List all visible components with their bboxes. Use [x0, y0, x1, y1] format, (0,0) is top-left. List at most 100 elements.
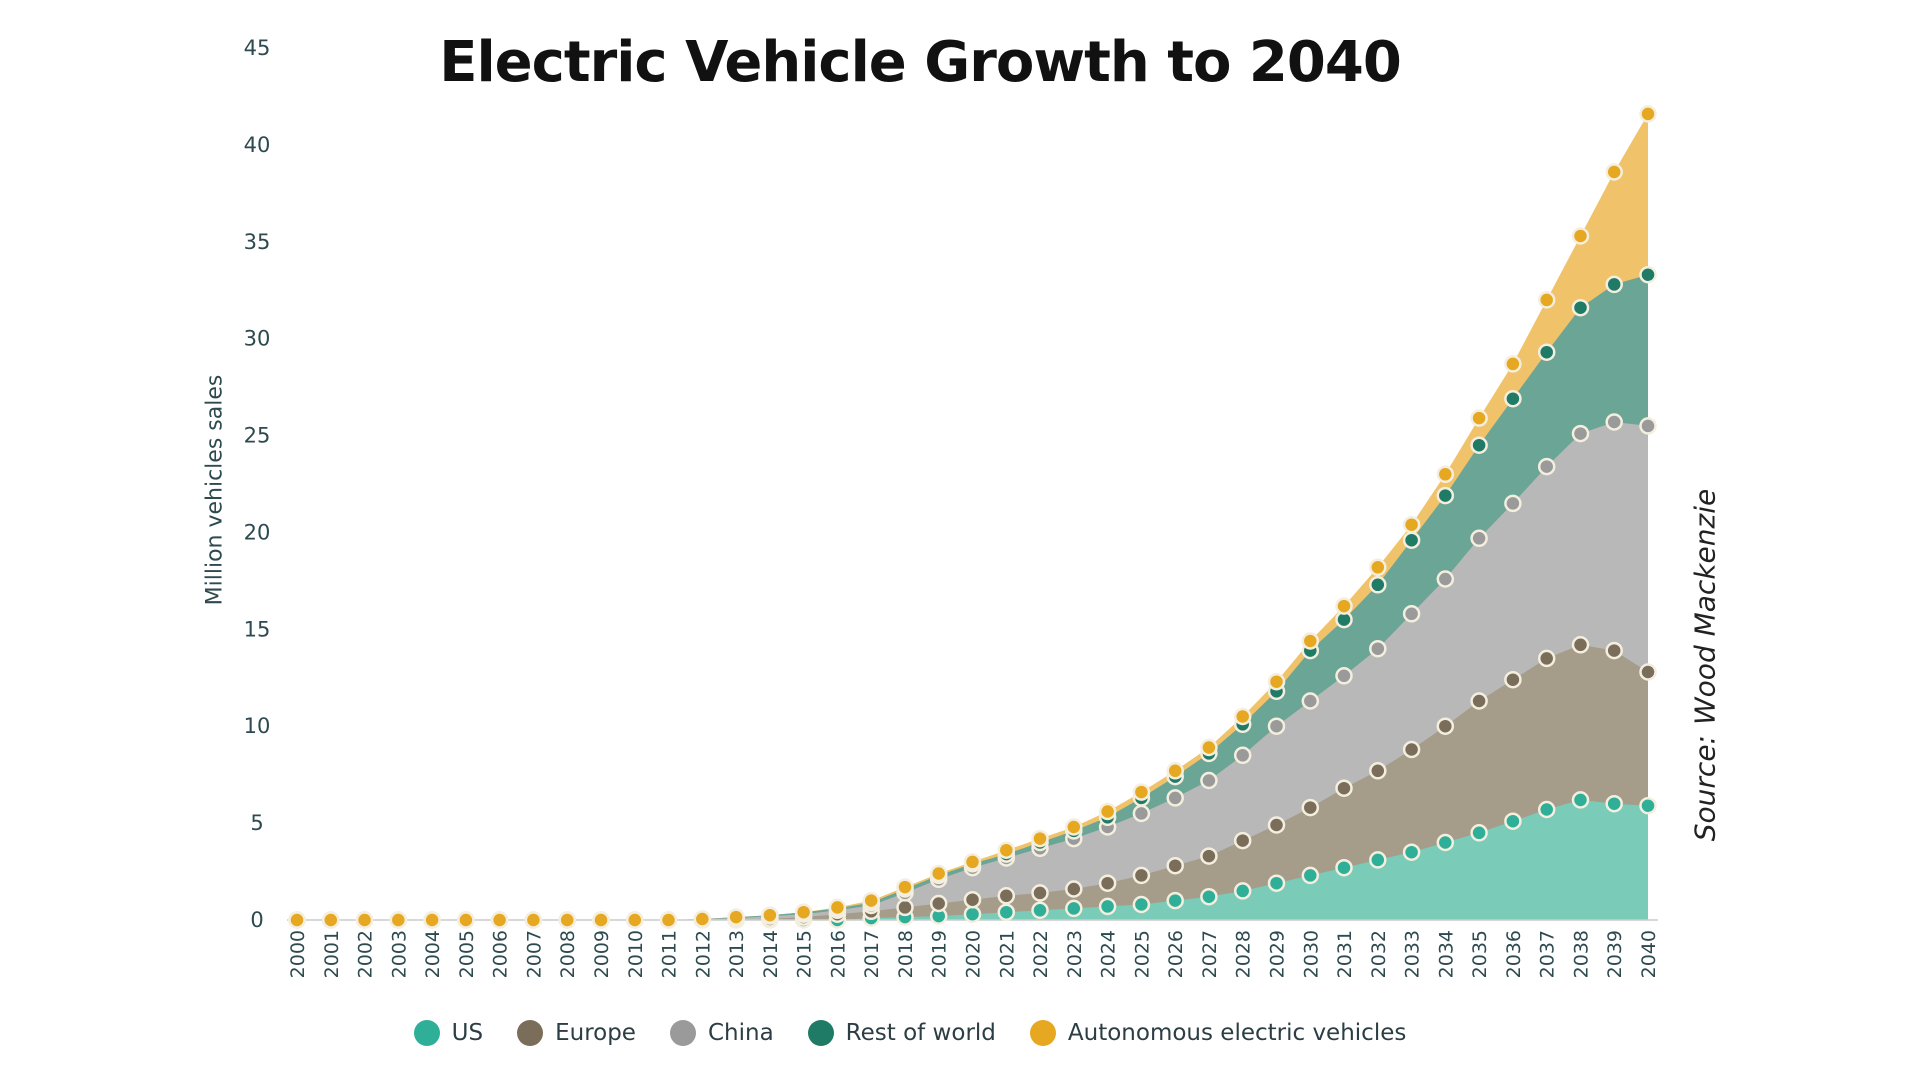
- data-point-autonomous-electric-vehicles: [288, 911, 306, 929]
- data-point-autonomous-electric-vehicles: [1369, 558, 1387, 577]
- data-point-autonomous-electric-vehicles: [355, 911, 374, 929]
- data-point-autonomous-electric-vehicles: [761, 906, 779, 924]
- data-point-autonomous-electric-vehicles: [1470, 409, 1488, 427]
- data-point-us: [1571, 791, 1590, 809]
- data-point-europe: [1031, 884, 1049, 902]
- x-tick-label: 2027: [1199, 930, 1221, 978]
- data-point-us: [1233, 882, 1252, 900]
- data-point-us: [963, 905, 982, 923]
- y-tick-label: 0: [250, 908, 263, 932]
- area-us: [297, 799, 1648, 920]
- data-point-china: [1233, 746, 1252, 765]
- area-europe: [297, 644, 1648, 920]
- data-point-rest-of-world: [1605, 275, 1623, 294]
- data-point-china: [1537, 457, 1556, 476]
- data-point-europe: [1301, 798, 1320, 817]
- x-tick-label: 2039: [1604, 930, 1626, 978]
- y-tick-label: 40: [244, 133, 271, 157]
- data-point-us: [1537, 800, 1556, 819]
- x-tick-label: 2006: [490, 930, 512, 978]
- data-point-europe: [1065, 880, 1083, 898]
- data-point-europe: [1233, 831, 1252, 850]
- x-tick-label: 2010: [625, 930, 647, 978]
- data-point-europe: [1436, 717, 1455, 735]
- data-point-autonomous-electric-vehicles: [592, 911, 610, 929]
- areas: [297, 113, 1648, 920]
- data-point-autonomous-electric-vehicles: [524, 911, 543, 929]
- x-tick-label: 2009: [591, 930, 613, 978]
- data-point-europe: [1132, 866, 1151, 885]
- data-point-autonomous-electric-vehicles: [794, 903, 813, 921]
- data-point-us: [1470, 824, 1488, 842]
- data-point-china: [1470, 529, 1488, 548]
- x-tick-label: 2015: [794, 930, 816, 978]
- x-tick-label: 2038: [1570, 930, 1592, 978]
- y-tick-label: 25: [244, 424, 271, 448]
- data-point-europe: [1402, 740, 1421, 759]
- data-point-china: [1301, 692, 1320, 710]
- data-point-autonomous-electric-vehicles: [1166, 762, 1184, 780]
- data-point-rest-of-world: [1470, 436, 1488, 454]
- data-point-autonomous-electric-vehicles: [659, 911, 678, 929]
- y-ticks: 0 5 10 15 20 25 30 35 40 45: [244, 36, 271, 932]
- data-point-china: [1200, 771, 1218, 790]
- data-point-autonomous-electric-vehicles: [1065, 818, 1083, 836]
- y-tick-label: 20: [244, 520, 271, 544]
- y-tick-label: 30: [244, 327, 271, 351]
- y-tick-label: 15: [244, 617, 271, 641]
- legend-item-rest-of-world: Rest of world: [807, 1020, 996, 1046]
- legend-swatch: [669, 1020, 696, 1046]
- x-tick-label: 2032: [1368, 930, 1390, 978]
- legend-item-europe: Europe: [517, 1020, 636, 1046]
- data-point-autonomous-electric-vehicles: [896, 878, 914, 896]
- data-point-europe: [1369, 762, 1387, 780]
- data-point-europe: [963, 890, 982, 909]
- x-tick-label: 2022: [1030, 930, 1052, 978]
- x-tick-label: 2031: [1334, 930, 1356, 978]
- data-point-europe: [1335, 779, 1353, 797]
- legend: US Europe China Rest of world Autonomous ele…: [0, 1020, 1820, 1046]
- data-point-europe: [1504, 670, 1522, 689]
- data-point-autonomous-electric-vehicles: [862, 891, 880, 910]
- data-point-us: [1504, 812, 1522, 830]
- data-point-autonomous-electric-vehicles: [1436, 465, 1455, 484]
- x-tick-label: 2003: [388, 930, 410, 978]
- data-point-europe: [1166, 856, 1184, 875]
- x-tick-label: 2021: [996, 930, 1018, 978]
- legend-item-autonomous-electric-vehicles: Autonomous electric vehicles: [1029, 1020, 1407, 1046]
- x-tick-label: 2011: [659, 930, 681, 978]
- x-tick-label: 2024: [1098, 930, 1120, 978]
- legend-label: Autonomous electric vehicles: [1067, 1020, 1407, 1046]
- data-point-europe: [1639, 663, 1657, 681]
- data-point-china: [1335, 667, 1353, 685]
- data-point-us: [1402, 843, 1421, 861]
- data-point-us: [997, 903, 1016, 921]
- y-tick-label: 45: [244, 36, 271, 60]
- data-point-autonomous-electric-vehicles: [727, 908, 745, 926]
- data-point-china: [1605, 413, 1623, 431]
- data-point-autonomous-electric-vehicles: [389, 911, 408, 929]
- data-point-us: [1065, 899, 1083, 918]
- data-point-autonomous-electric-vehicles: [1504, 355, 1522, 373]
- x-tick-label: 2034: [1435, 930, 1457, 978]
- x-tick-label: 2037: [1537, 930, 1559, 978]
- x-tick-label: 2026: [1165, 930, 1187, 978]
- data-point-europe: [1267, 816, 1286, 834]
- data-point-europe: [1571, 636, 1590, 654]
- data-point-europe: [1200, 847, 1218, 865]
- data-point-europe: [1470, 692, 1488, 710]
- legend-swatch: [1029, 1020, 1056, 1046]
- data-point-rest-of-world: [1369, 576, 1387, 594]
- data-point-rest-of-world: [1571, 298, 1590, 317]
- data-point-europe: [929, 894, 948, 913]
- data-point-rest-of-world: [1436, 486, 1455, 505]
- data-point-us: [1267, 874, 1286, 892]
- data-point-us: [1369, 851, 1387, 869]
- legend-label: US: [451, 1020, 484, 1046]
- data-point-us: [1301, 866, 1320, 885]
- data-point-europe: [896, 898, 914, 917]
- data-point-china: [1639, 417, 1657, 435]
- data-point-europe: [1098, 874, 1117, 892]
- x-tick-label: 2033: [1402, 930, 1424, 978]
